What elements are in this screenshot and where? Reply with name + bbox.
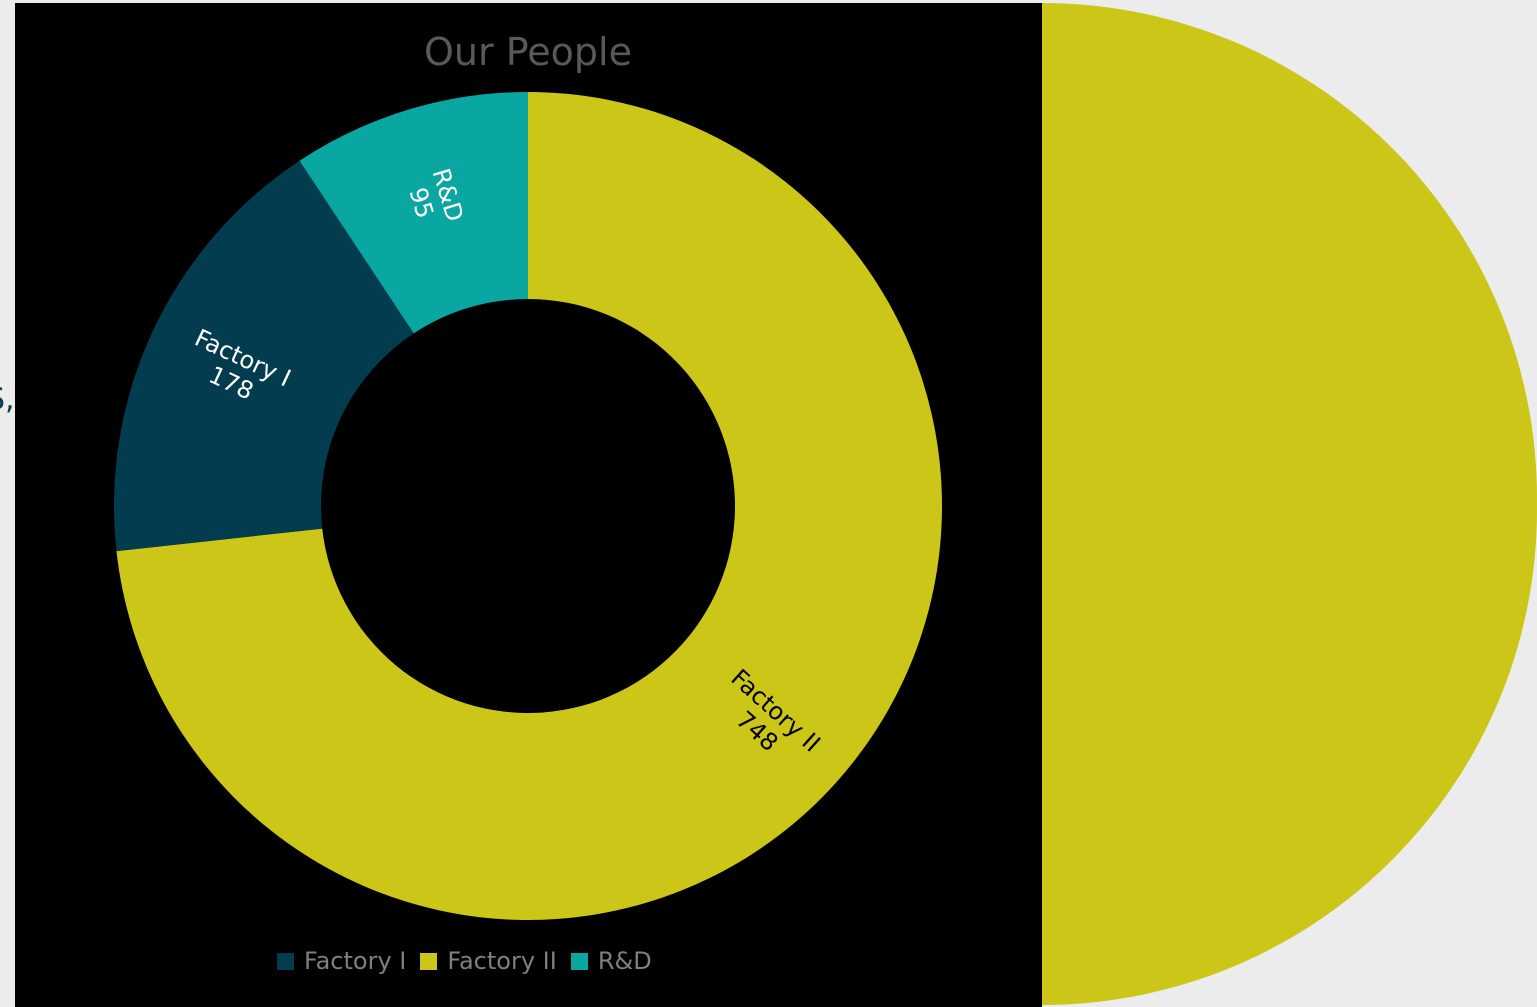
chart-legend: Factory I Factory II R&D <box>277 947 666 975</box>
chart-title: Our People <box>424 30 632 74</box>
decorative-half-circle <box>1042 3 1537 1005</box>
chart-panel: Our People Factory II748 Factory I178 R&D9… <box>15 3 1042 1007</box>
legend-item-factory-1: Factory I <box>277 947 406 975</box>
background-text-fragment: S, <box>0 382 15 417</box>
donut-slice-rnd <box>299 92 528 334</box>
donut-slice-factory-ii <box>116 92 943 920</box>
legend-label-factory-1: Factory I <box>304 947 407 975</box>
legend-item-rnd: R&D <box>570 947 652 975</box>
legend-label-rnd: R&D <box>597 947 652 975</box>
legend-swatch-factory-2 <box>420 952 438 970</box>
donut-slices <box>114 92 943 920</box>
background-text-fragments: S, J <box>0 0 16 1007</box>
legend-swatch-factory-1 <box>277 952 294 970</box>
donut-slice-factory-i <box>114 160 414 552</box>
legend-label-factory-2: Factory II <box>447 947 557 975</box>
legend-item-factory-2: Factory II <box>420 947 557 975</box>
legend-swatch-rnd <box>570 952 588 970</box>
